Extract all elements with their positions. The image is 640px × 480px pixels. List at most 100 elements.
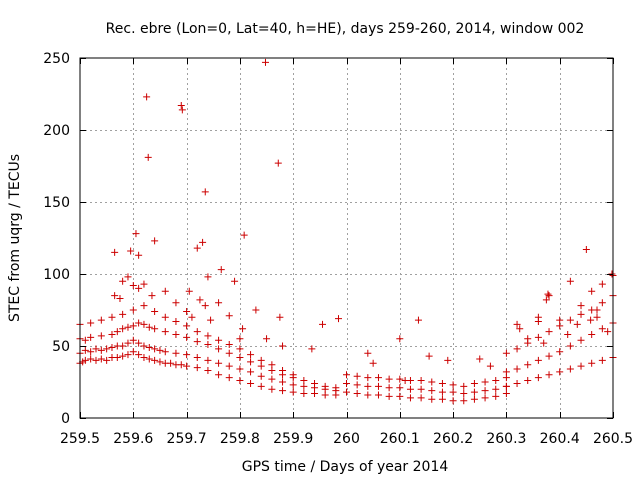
data-point-plus (343, 379, 350, 387)
data-point-plus (161, 328, 169, 336)
data-point-plus (516, 325, 524, 333)
x-tick-label: 260.1 (380, 431, 420, 447)
data-point-plus (92, 356, 100, 364)
data-point-plus (364, 349, 372, 357)
data-point-plus (225, 312, 233, 320)
data-point-plus (542, 296, 550, 304)
data-point-plus (87, 319, 95, 327)
data-point-plus (183, 362, 191, 370)
data-point-plus (113, 354, 121, 362)
data-point-plus (274, 159, 282, 167)
data-point-plus (111, 248, 119, 256)
data-point-plus (492, 392, 500, 400)
data-point-plus (566, 277, 574, 285)
data-point-plus (97, 355, 105, 363)
x-tick-label: 259.7 (167, 431, 207, 447)
x-tick-label: 259.6 (113, 431, 153, 447)
data-point-plus (108, 343, 116, 351)
data-point-plus (604, 328, 612, 336)
x-tick-label: 260.5 (593, 431, 633, 447)
x-tick-label: 260 (333, 431, 360, 447)
data-point-plus (289, 388, 297, 396)
data-point-plus (119, 310, 127, 318)
data-point-plus (428, 387, 436, 395)
x-tick-label: 260.4 (540, 431, 580, 447)
data-point-plus (193, 364, 201, 372)
data-point-plus (151, 325, 159, 333)
data-point-plus (183, 333, 191, 341)
data-point-plus (545, 292, 553, 300)
data-point-plus (513, 365, 521, 373)
data-point-plus (257, 356, 265, 364)
data-point-plus (108, 313, 116, 321)
data-point-plus (172, 318, 180, 326)
data-point-plus (129, 348, 137, 356)
data-point-plus (577, 310, 585, 318)
data-point-plus (161, 348, 169, 356)
x-tick-label: 260.2 (433, 431, 473, 447)
data-point-plus (449, 397, 457, 405)
data-point-plus (545, 328, 553, 336)
data-point-plus (225, 362, 233, 370)
data-point-plus (476, 355, 484, 363)
data-point-plus (486, 362, 494, 370)
data-point-plus (406, 394, 414, 402)
data-point-plus (207, 316, 215, 324)
data-point-plus (364, 391, 372, 399)
data-point-plus (577, 362, 585, 370)
data-point-plus (534, 374, 542, 382)
data-point-plus (151, 345, 159, 353)
data-point-plus (236, 377, 244, 385)
y-tick-label: 200 (43, 123, 70, 139)
data-point-plus (396, 392, 404, 400)
data-point-plus (204, 332, 212, 340)
x-tick-label: 259.9 (273, 431, 313, 447)
data-point-plus (161, 313, 169, 321)
data-point-plus (135, 351, 143, 359)
data-point-plus (247, 351, 255, 359)
data-point-plus (257, 372, 265, 380)
data-point-plus (161, 287, 169, 295)
data-point-plus (593, 306, 601, 314)
data-point-plus (588, 330, 596, 338)
data-point-plus (335, 315, 343, 323)
data-point-plus (108, 330, 116, 338)
data-point-plus (545, 371, 553, 379)
data-point-plus (215, 345, 223, 353)
data-point-plus (438, 395, 446, 403)
data-point-plus (353, 381, 361, 389)
data-point-plus (87, 355, 95, 363)
y-axis-title: STEC from uqrg / TECUs (7, 154, 23, 322)
data-point-plus (119, 342, 127, 350)
data-point-plus (470, 379, 478, 387)
data-point-plus (124, 273, 132, 281)
data-point-plus (204, 356, 212, 364)
data-point-plus (196, 296, 204, 304)
data-point-plus (231, 277, 239, 285)
data-point-plus (201, 188, 209, 196)
data-point-plus (193, 338, 201, 346)
data-point-plus (385, 384, 393, 392)
data-point-plus (279, 366, 287, 374)
data-point-plus (577, 336, 585, 344)
data-point-plus (145, 355, 153, 363)
data-point-plus (145, 343, 153, 351)
x-tick-labels: 259.5 259.6 259.7 259.8 259.9 260 260.1 260.2 26… (60, 431, 633, 447)
data-point-plus (92, 345, 100, 353)
x-tick-label: 259.8 (220, 431, 260, 447)
data-point-plus (156, 346, 164, 354)
data-point-plus (534, 318, 542, 326)
data-point-plus (124, 323, 132, 331)
data-point-plus (401, 377, 409, 385)
data-point-plus (129, 336, 137, 344)
data-point-plus (172, 330, 180, 338)
data-point-plus (513, 345, 521, 353)
data-point-plus (119, 325, 127, 333)
data-point-plus (593, 313, 601, 321)
data-point-plus (385, 375, 393, 383)
data-point-plus (140, 354, 148, 362)
data-point-plus (268, 385, 276, 393)
data-point-plus (556, 368, 564, 376)
data-point-plus (470, 388, 478, 396)
data-point-plus (236, 365, 244, 373)
